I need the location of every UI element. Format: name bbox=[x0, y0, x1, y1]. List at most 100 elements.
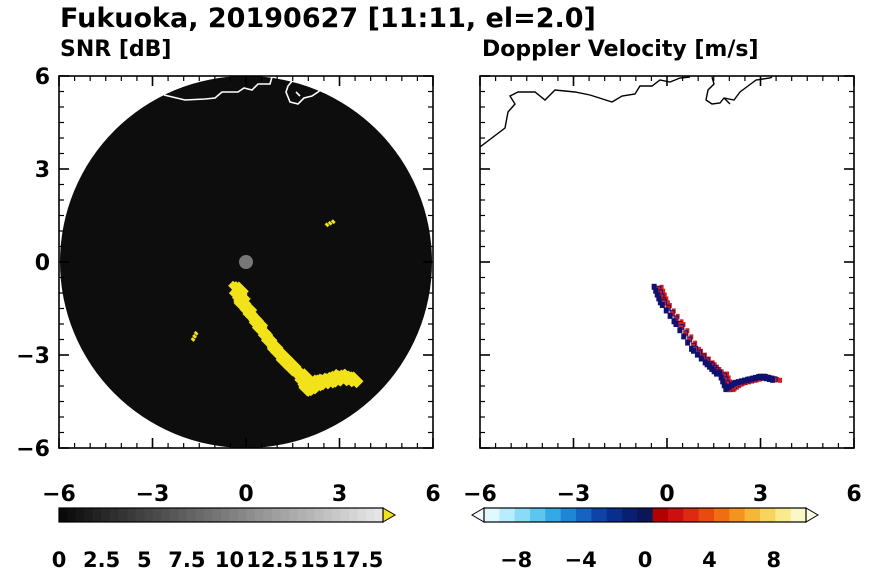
snr-colorbar-bin bbox=[340, 508, 350, 522]
doppler-echo-0-recede bbox=[656, 286, 661, 292]
snr-colorbar-bin bbox=[84, 508, 94, 522]
snr-ytick-label-3: −3 bbox=[16, 344, 50, 369]
figure-title: Fukuoka, 20190627 [11:11, el=2.0] bbox=[60, 3, 596, 34]
doppler-echoes bbox=[651, 283, 783, 393]
doppler-echo-1-approach bbox=[742, 377, 748, 384]
snr-echo-2-cell bbox=[192, 333, 197, 339]
snr-colorbar-bin bbox=[161, 508, 171, 522]
snr-colorbar-bin bbox=[348, 508, 358, 522]
doppler-colorbar-label-1: −4 bbox=[564, 548, 596, 570]
snr-colorbar-label-3: 7.5 bbox=[168, 548, 205, 570]
doppler-echo-0-recede bbox=[659, 284, 664, 290]
snr-colorbar-bin bbox=[127, 508, 137, 522]
snr-colorbar-label-0: 0 bbox=[52, 548, 67, 570]
snr-colorbar-bin bbox=[280, 508, 290, 522]
doppler-echo-0-approach bbox=[690, 347, 696, 354]
snr-colorbar-frame bbox=[58, 507, 384, 523]
doppler-echo-0-approach bbox=[656, 295, 662, 302]
doppler-echo-0-approach bbox=[667, 312, 673, 319]
snr-colorbar-bin bbox=[238, 508, 247, 522]
doppler-echo-1-approach bbox=[720, 378, 726, 385]
doppler-colorbar-label-4: 8 bbox=[766, 548, 781, 570]
snr-colorbar-bin bbox=[331, 508, 341, 522]
snr-colorbar-bin bbox=[212, 508, 222, 522]
snr-colorbar-bin bbox=[169, 508, 179, 522]
snr-colorbar-bin bbox=[246, 508, 256, 522]
doppler-colorbar-bin bbox=[714, 508, 730, 522]
doppler-colorbar-bin bbox=[790, 508, 807, 522]
doppler-echo-0-recede bbox=[659, 294, 664, 300]
snr-panel: SNR [dB] −6 −3 0 3 6 6 3 0 −3 −6 bbox=[16, 37, 440, 507]
doppler-echo-1-approach bbox=[749, 375, 755, 382]
snr-colorbar-bin bbox=[118, 508, 128, 522]
doppler-echo-0-recede bbox=[664, 296, 669, 302]
snr-colorbar-bin bbox=[152, 508, 162, 522]
doppler-echo-0-approach bbox=[698, 355, 704, 362]
snr-xtick-label-2: 0 bbox=[238, 482, 253, 507]
doppler-plot-area bbox=[480, 76, 854, 448]
snr-echo-1-cell bbox=[346, 371, 364, 389]
snr-colorbar-bin bbox=[323, 508, 333, 522]
doppler-colorbar-bin bbox=[545, 508, 561, 522]
doppler-colorbar-bin bbox=[606, 508, 623, 522]
snr-colorbar-label-6: 15 bbox=[300, 548, 329, 570]
doppler-colorbar-bin bbox=[775, 508, 791, 522]
doppler-colorbar-extend-min bbox=[471, 507, 485, 523]
doppler-echo-0-recede bbox=[661, 288, 666, 294]
doppler-colorbar-bin bbox=[668, 508, 684, 522]
snr-echo-3-cell bbox=[324, 222, 330, 228]
doppler-echo-0-approach bbox=[654, 291, 660, 298]
doppler-colorbar: −8 −4 0 4 8 bbox=[471, 507, 819, 572]
doppler-echo-1-approach bbox=[752, 374, 758, 381]
doppler-echo-1-recede bbox=[778, 377, 783, 383]
snr-echo-3-cell bbox=[327, 220, 333, 226]
doppler-echo-1-recede bbox=[726, 375, 731, 381]
snr-colorbar-bin bbox=[135, 508, 145, 522]
doppler-echo-1-approach bbox=[766, 376, 772, 383]
snr-ytick-label-4: −6 bbox=[16, 437, 50, 462]
doppler-echo-0-approach bbox=[713, 370, 719, 377]
doppler-colorbar-label-3: 4 bbox=[702, 548, 717, 570]
doppler-colorbar-bin bbox=[760, 508, 776, 522]
snr-colorbar-bin bbox=[144, 508, 154, 522]
snr-colorbar-bin bbox=[263, 508, 273, 522]
doppler-echo-0-approach bbox=[685, 339, 691, 346]
snr-colorbar-bin bbox=[306, 508, 316, 522]
doppler-xtick-label-1: −3 bbox=[557, 482, 591, 507]
doppler-xtick-label-4: 6 bbox=[846, 482, 861, 507]
snr-colorbar-label-7: 17.5 bbox=[332, 548, 384, 570]
snr-colorbar-bin bbox=[365, 508, 375, 522]
snr-colorbar-bin bbox=[110, 508, 119, 522]
doppler-colorbar-label-0: −8 bbox=[500, 548, 532, 570]
doppler-echo-1-recede bbox=[723, 377, 728, 383]
snr-colorbar-bin bbox=[101, 508, 111, 522]
doppler-echo-0-approach bbox=[663, 307, 669, 314]
doppler-colorbar-extend-max bbox=[805, 507, 819, 523]
doppler-colorbar-bin bbox=[729, 508, 745, 522]
snr-colorbar-bin bbox=[178, 508, 188, 522]
snr-colorbar-bin bbox=[67, 508, 77, 522]
doppler-echo-1-approach bbox=[721, 382, 727, 389]
doppler-colorbar-bin bbox=[484, 508, 500, 522]
doppler-colorbar-bin bbox=[683, 508, 699, 522]
doppler-colorbar-bin bbox=[576, 508, 592, 522]
doppler-echo-0-approach bbox=[681, 333, 687, 340]
snr-colorbar-label-4: 10 bbox=[215, 548, 244, 570]
doppler-xtick-label-0: −6 bbox=[463, 482, 497, 507]
doppler-colorbar-bin bbox=[514, 508, 531, 522]
snr-panel-title: SNR [dB] bbox=[60, 37, 171, 62]
doppler-echo-1-approach bbox=[746, 376, 752, 383]
snr-colorbar-bin bbox=[76, 508, 85, 522]
snr-ytick-label-1: 3 bbox=[35, 158, 50, 183]
doppler-xtick-label-2: 0 bbox=[659, 482, 674, 507]
snr-xtick-label-0: −6 bbox=[42, 482, 76, 507]
snr-echo-3-cell bbox=[330, 219, 336, 225]
doppler-panel: Doppler Velocity [m/s] −6 −3 0 3 6 bbox=[463, 37, 862, 507]
doppler-colorbar-frame bbox=[483, 507, 807, 523]
doppler-echo-0-approach bbox=[673, 321, 679, 327]
doppler-echo-0-approach bbox=[677, 327, 683, 334]
snr-colorbar-bin bbox=[221, 508, 230, 522]
doppler-colorbar-bin bbox=[530, 508, 546, 522]
doppler-echo-0-approach bbox=[694, 351, 700, 358]
